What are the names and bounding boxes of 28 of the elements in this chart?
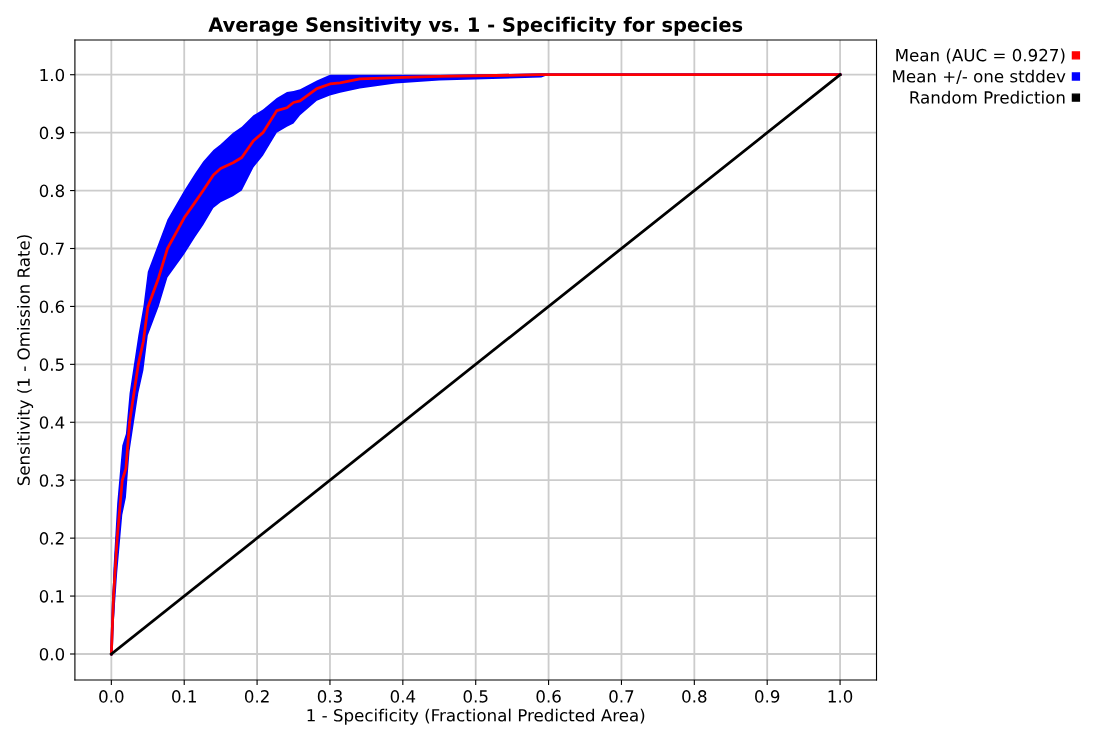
y-tick-label: 0.7 xyxy=(39,242,64,256)
x-tick-label: 0.0 xyxy=(99,690,124,703)
y-tick-label: 0.1 xyxy=(39,590,64,603)
y-tick-label: 0.3 xyxy=(39,474,64,487)
y-tick-label: 1.0 xyxy=(40,68,65,82)
y-tick-label: 0.2 xyxy=(39,532,64,545)
legend-label: Random Prediction xyxy=(910,90,1065,104)
x-tick-label: 0.2 xyxy=(244,690,269,703)
y-tick-label: 0.4 xyxy=(39,416,65,429)
y-tick-label: 0.8 xyxy=(39,184,65,198)
x-tick-label: 0.4 xyxy=(390,690,416,703)
x-tick-label: 0.6 xyxy=(536,690,561,703)
y-tick-label: 0.6 xyxy=(39,300,65,313)
y-tick-label: 0.9 xyxy=(39,126,65,140)
y-tick-label: 0.5 xyxy=(39,358,64,371)
y-axis-title: Sensitivity (1 - Omission Rate) xyxy=(16,235,34,486)
legend-label: Mean +/- one stddev xyxy=(893,69,1066,84)
x-tick-label: 0.1 xyxy=(172,690,196,703)
x-axis-title: 1 - Specificity (Fractional Predicted Area) xyxy=(307,708,645,725)
legend-label: Mean (AUC = 0.927) xyxy=(896,48,1065,64)
x-tick-label: 1.0 xyxy=(828,690,853,703)
x-tick-label: 0.9 xyxy=(755,690,780,703)
x-tick-label: 0.8 xyxy=(682,690,707,703)
x-tick-label: 0.7 xyxy=(609,690,634,703)
y-tick-label: 0.0 xyxy=(39,647,65,661)
chart-title: Average Sensitivity vs. 1 - Specificity for species xyxy=(208,16,743,36)
x-tick-label: 0.5 xyxy=(463,690,488,703)
x-tick-label: 0.3 xyxy=(317,690,342,703)
